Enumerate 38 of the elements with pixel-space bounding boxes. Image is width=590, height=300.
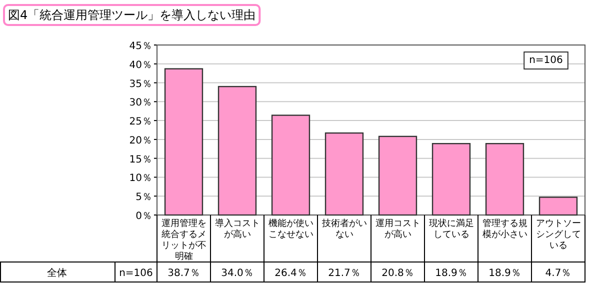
data-label: 26.4％	[274, 268, 307, 279]
y-tick-label: 20％	[129, 135, 152, 146]
bar	[271, 114, 310, 216]
bar	[324, 132, 364, 216]
x-tick-label: 運用管理を統合するメリットが不明確	[161, 218, 206, 262]
x-tick-label: アウトソーシングしている	[536, 219, 581, 251]
data-label: 21.7％	[328, 268, 360, 279]
y-tick-label: 15％	[129, 154, 152, 166]
bar	[538, 196, 578, 216]
y-tick-label: 0％	[136, 211, 152, 222]
text: 全体	[47, 267, 67, 279]
data-label: 18.9％	[488, 268, 521, 279]
data-label: 18.9％	[435, 268, 468, 279]
annotation: n=106	[529, 55, 563, 66]
text: n=106	[119, 268, 153, 279]
y-tick-label: 30％	[129, 98, 152, 109]
data-label: 4.7％	[545, 268, 572, 279]
bar	[378, 136, 418, 216]
y-tick-label: 25％	[129, 116, 152, 128]
x-tick-label: 機能が使いこなせない	[268, 218, 314, 240]
data-label: 34.0％	[221, 268, 254, 279]
bar	[432, 143, 471, 216]
chart-title: 図4「統合運用管理ツール」を導入しない理由	[8, 8, 256, 22]
x-tick-label: 管理する規模が小さい	[482, 218, 528, 240]
data-label: 20.8％	[382, 268, 414, 279]
y-tick-label: 10％	[129, 173, 152, 184]
y-tick-label: 40％	[129, 60, 152, 71]
x-tick-label: 技術者がいない	[320, 218, 367, 240]
x-tick-label: 現状に満足している	[428, 218, 474, 240]
x-tick-label: 導入コストが高い	[214, 218, 260, 240]
y-tick-label: 45％	[129, 41, 152, 52]
x-tick-label: 運用コストが高い	[375, 218, 420, 240]
bar	[485, 143, 524, 216]
data-label: 38.7％	[168, 268, 200, 279]
y-tick-label: 5％	[136, 192, 152, 204]
bar	[218, 86, 257, 216]
y-tick-label: 35％	[129, 78, 152, 90]
bar	[164, 68, 204, 216]
